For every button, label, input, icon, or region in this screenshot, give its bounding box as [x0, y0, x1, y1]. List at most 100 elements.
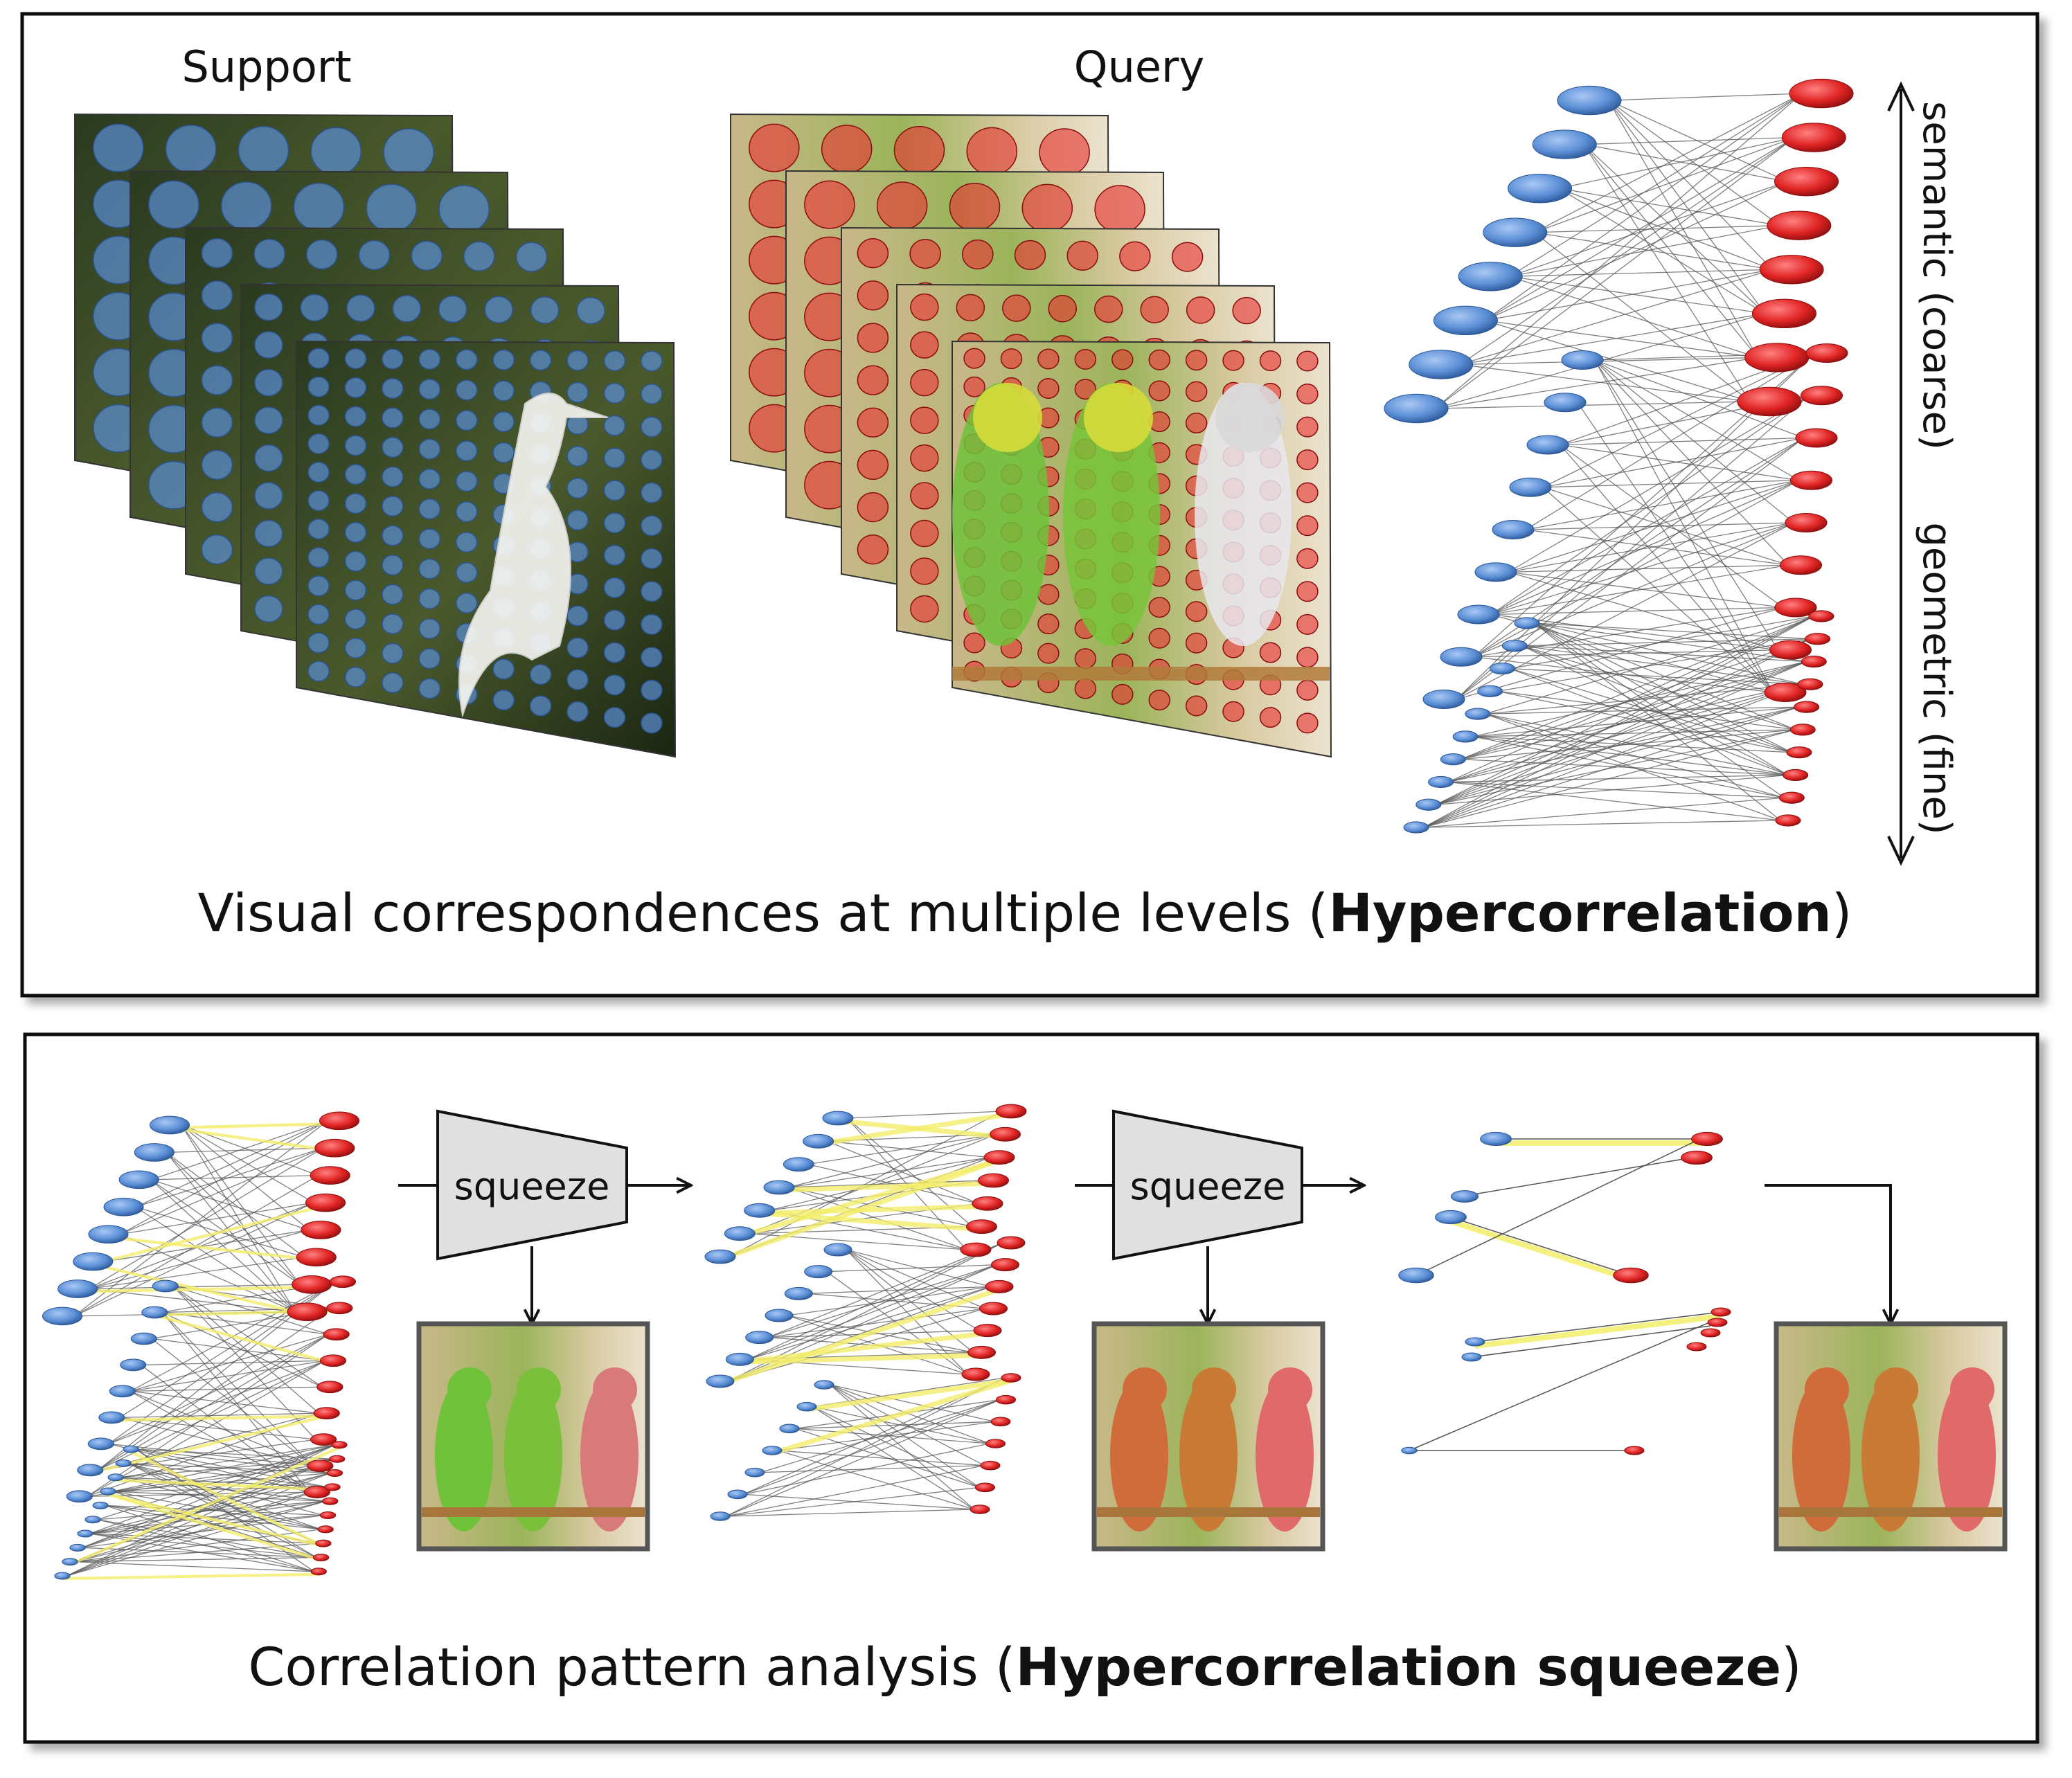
support-node [1384, 393, 1449, 424]
support-feature-dot [418, 618, 441, 640]
support-node [1557, 85, 1622, 116]
support-feature-dot [566, 605, 589, 627]
query-feature-dot [1296, 384, 1319, 405]
query-node [324, 1483, 341, 1491]
correlation-edge [1594, 359, 1779, 651]
support-node [149, 1115, 190, 1135]
query-node [1686, 1342, 1707, 1352]
correlation-edges [1423, 93, 1815, 828]
query-feature-dot [1037, 613, 1060, 635]
support-feature-dot [438, 295, 467, 323]
query-node [326, 1469, 343, 1478]
correlation-edge [726, 1399, 1001, 1517]
correlation-edge [1460, 313, 1765, 366]
support-node [783, 1157, 814, 1172]
support-feature-dot [344, 406, 367, 427]
support-feature-dot [641, 548, 663, 569]
support-feature-dot [201, 280, 233, 311]
correlation-edge [66, 1487, 328, 1577]
query-node [1613, 1267, 1649, 1284]
query-node [329, 1275, 357, 1288]
correlation-edge [1436, 661, 1807, 805]
support-node [123, 1445, 139, 1453]
correlation-edge [172, 1286, 319, 1414]
parrot-mask [1179, 1379, 1238, 1532]
correlation-edge [743, 1399, 1001, 1495]
query-feature-dot [1094, 185, 1145, 234]
query-feature-dot [1048, 295, 1078, 323]
support-feature-dot [456, 440, 478, 462]
support-feature-dot [492, 380, 515, 402]
correlation-edge [1485, 713, 1785, 798]
support-node [1452, 730, 1479, 743]
query-node [961, 1367, 990, 1381]
support-image-stack [74, 113, 677, 758]
correlation-edge [1460, 616, 1814, 760]
query-feature-dot [1074, 648, 1097, 670]
support-node [823, 1243, 852, 1257]
top-caption-bold: Hypercorrelation [1328, 882, 1831, 944]
query-feature-dot [910, 368, 939, 397]
top-caption-suffix: ) [1832, 882, 1852, 944]
support-feature-dot [344, 464, 367, 485]
support-feature-dot [310, 127, 362, 176]
perch [1779, 1507, 2002, 1517]
support-feature-dot [566, 701, 589, 722]
correlation-edge [1534, 622, 1781, 821]
parrot-mask [435, 1379, 493, 1532]
support-node [1428, 775, 1454, 789]
correlation-edge [151, 1338, 325, 1361]
query-feature-dot [1185, 350, 1208, 371]
query-node [1737, 386, 1802, 417]
query-node [983, 1150, 1015, 1165]
correlation-edge [135, 1206, 296, 1313]
correlation-edge [1435, 401, 1751, 409]
support-feature-dot [411, 240, 443, 271]
highlight-edge [107, 1492, 324, 1548]
correlation-edge [1509, 93, 1803, 277]
correlation-edge [726, 1509, 974, 1517]
correlation-edge [1448, 616, 1814, 783]
correlation-edge [1409, 1318, 1718, 1451]
bottom-caption-bold: Hypercorrelation squeeze [1016, 1636, 1781, 1698]
support-feature-dot [254, 557, 283, 585]
query-node [1783, 769, 1809, 782]
query-feature-dot [1002, 294, 1031, 322]
query-feature-dot [910, 293, 939, 321]
query-feature-dot [1296, 647, 1319, 668]
correlation-edge [1448, 774, 1788, 783]
support-feature-dot [382, 555, 404, 576]
query-feature-dot [1037, 348, 1060, 370]
highlight-edge [759, 1203, 988, 1216]
query-node [296, 1248, 337, 1267]
support-feature-dot [307, 433, 330, 454]
correlation-edge [830, 1384, 995, 1422]
correlation-edge [135, 1448, 317, 1559]
support-feature-dot [293, 182, 345, 231]
correlation-edge [812, 1406, 980, 1488]
query-node [313, 1407, 340, 1420]
perch [422, 1507, 645, 1517]
query-feature-dot [910, 595, 939, 623]
correlation-edge [1423, 820, 1781, 828]
correlation-edge [89, 1487, 328, 1534]
query-node [326, 1302, 353, 1315]
highlight-edge [1449, 1219, 1632, 1282]
query-feature-dot [1185, 632, 1208, 654]
support-node [1561, 350, 1604, 370]
support-feature-dot [418, 379, 441, 400]
correlation-edge [1509, 181, 1788, 277]
correlation-edge [1559, 136, 1795, 189]
correlation-edge [166, 1147, 323, 1153]
correlation-edge [1423, 729, 1796, 828]
query-node [1774, 166, 1839, 197]
support-node [814, 1380, 834, 1390]
parrot-mask [1110, 1379, 1168, 1532]
correlation-edge [89, 1229, 310, 1290]
support-feature-dot [418, 468, 441, 490]
egret-silhouette [458, 393, 609, 718]
correlation-edge [778, 1421, 995, 1451]
squeeze-block-1: squeeze [436, 1109, 628, 1261]
parrot-mask-head [1805, 1367, 1849, 1412]
mask-image-2 [1091, 1321, 1325, 1552]
